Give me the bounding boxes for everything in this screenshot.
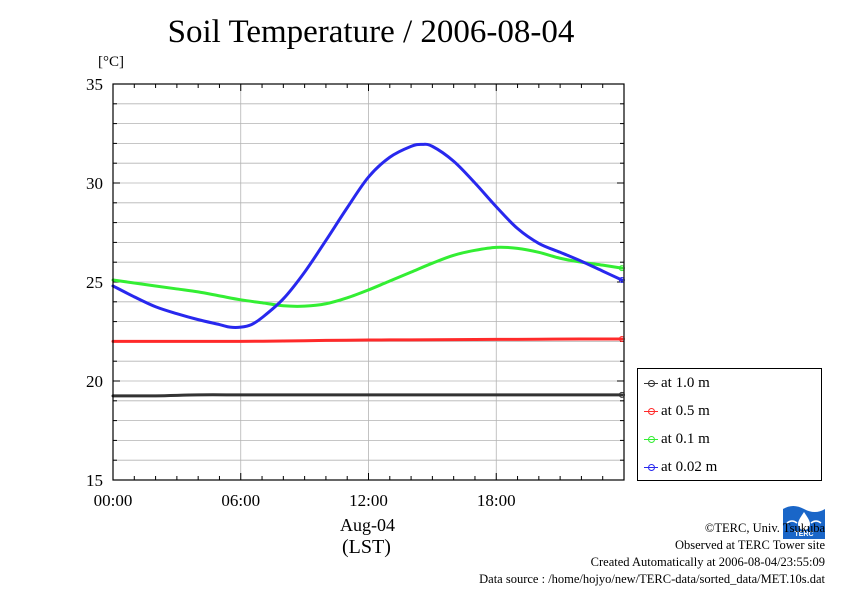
credits-block: ©TERC, Univ. Tsukuba Observed at TERC To… (479, 520, 825, 588)
series-lines (111, 142, 625, 398)
plot-frame (112, 83, 625, 481)
y-tick-label: 15 (86, 471, 103, 490)
legend-label-1-0m: at 1.0 m (661, 374, 710, 391)
legend-label-0-02m: at 0.02 m (661, 458, 718, 475)
grid-lines (113, 84, 624, 480)
y-axis-unit-label: [°C] (98, 54, 124, 70)
x-tick-label: 06:00 (221, 491, 260, 510)
x-tick-label: 12:00 (349, 491, 388, 510)
logo-text: TERC (794, 531, 813, 538)
chart-title: Soil Temperature / 2006-08-04 (167, 14, 575, 50)
y-tick-label: 25 (86, 273, 103, 292)
terc-logo: TERC (783, 503, 825, 539)
legend-label-0-5m: at 0.5 m (661, 402, 710, 419)
legend-swatch-0-5m (644, 407, 658, 415)
x-tick-label: 00:00 (94, 491, 133, 510)
series-line-at-0-1-m (111, 245, 624, 308)
series-line-at-0-5-m (111, 337, 624, 343)
legend-swatch-0-1m (644, 435, 658, 443)
x-axis-timezone-label: (LST) (342, 536, 391, 558)
y-tick-label: 20 (86, 372, 103, 391)
copyright-text: ©TERC, Univ. Tsukuba (704, 521, 825, 535)
x-axis-date-label: Aug-04 (340, 515, 395, 535)
observation-site-text: Observed at TERC Tower site (674, 538, 825, 552)
legend-swatch-0-02m (644, 463, 658, 471)
y-tick-label: 30 (86, 174, 103, 193)
data-source-text: Data source : /home/hojyo/new/TERC-data/… (479, 572, 825, 586)
y-tick-label: 35 (86, 75, 103, 94)
x-tick-label: 18:00 (477, 491, 516, 510)
legend-swatch-1-0m (644, 379, 658, 387)
series-line-at-1-0-m (111, 393, 624, 398)
legend-item-0-5m: at 0.5 m (644, 400, 710, 422)
series-line-at-0-02-m (111, 142, 624, 329)
legend-item-1-0m: at 1.0 m (644, 372, 710, 394)
legend: at 1.0 m at 0.5 m at 0.1 m at 0.02 m (637, 368, 822, 481)
legend-label-0-1m: at 0.1 m (661, 430, 710, 447)
legend-item-0-02m: at 0.02 m (644, 456, 717, 478)
tick-labels: 15 20 25 30 35 00:00 06:00 12:00 18:00 (86, 75, 516, 510)
legend-item-0-1m: at 0.1 m (644, 428, 710, 450)
created-timestamp-text: Created Automatically at 2006-08-04/23:5… (590, 555, 825, 569)
